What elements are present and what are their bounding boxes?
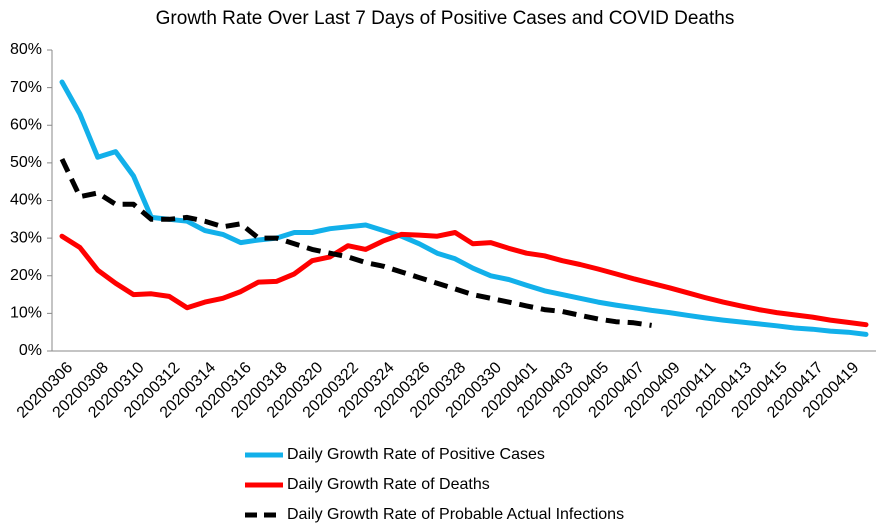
y-tick-label: 20% (10, 267, 42, 284)
y-tick-label: 80% (10, 41, 42, 58)
chart-title: Growth Rate Over Last 7 Days of Positive… (156, 8, 735, 29)
legend-label: Daily Growth Rate of Positive Cases (287, 446, 545, 463)
y-tick-label: 60% (10, 116, 42, 133)
y-tick-label: 10% (10, 305, 42, 322)
y-tick-label: 40% (10, 192, 42, 209)
legend-label: Daily Growth Rate of Deaths (287, 476, 490, 493)
y-tick-label: 70% (10, 79, 42, 96)
series-line (59, 158, 652, 328)
y-tick-label: 30% (10, 229, 42, 246)
legend-label: Daily Growth Rate of Probable Actual Inf… (287, 506, 624, 523)
series-line (59, 79, 869, 337)
y-tick-label: 0% (19, 342, 42, 359)
series-line (59, 230, 869, 328)
y-tick-label: 50% (10, 154, 42, 171)
